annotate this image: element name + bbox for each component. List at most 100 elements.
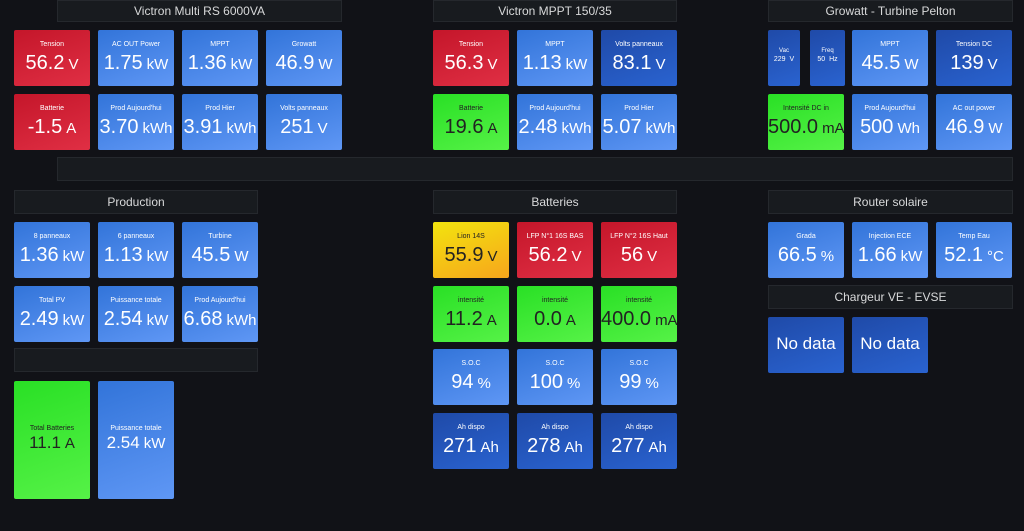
unit-text: W [904, 56, 919, 73]
tile-value: 55.9 V [433, 244, 509, 267]
value-text: 1.36 [19, 244, 59, 266]
value-text: 1.13 [522, 52, 562, 74]
tile-value: 45.5 W [182, 244, 258, 267]
value-text: 2.54 [106, 433, 140, 452]
value-text: 56 [620, 244, 644, 266]
value-text: 2.49 [19, 308, 59, 330]
value-text: 271 [443, 435, 477, 457]
unit-text: Wh [897, 120, 920, 137]
tile-label: Batterie [458, 105, 484, 112]
stat-tile: LFP N°1 16S BAS 56.2 V [517, 222, 593, 278]
stat-tile: Lion 14S 55.9 V [433, 222, 509, 278]
tile-label: Growatt [291, 41, 317, 48]
value-text: 19.6 [444, 116, 484, 138]
unit-text: Hz [829, 56, 838, 63]
unit-text: Ah [480, 439, 499, 456]
value-text: 56.2 [25, 52, 65, 74]
tile-value: 1.13 kW [517, 52, 593, 75]
tile-label: Tension [39, 41, 65, 48]
tile-label: Batterie [39, 105, 65, 112]
panel-header: Production [14, 190, 258, 214]
value-text: 46.9 [275, 52, 315, 74]
unit-text: kW [62, 312, 85, 329]
tile-value: No data [852, 334, 928, 354]
unit-text: kWh [561, 120, 592, 137]
value-text: 100 [529, 371, 564, 393]
value-text: 229 [773, 56, 786, 63]
tile-label: intensité [625, 297, 653, 304]
tile-value: 500 Wh [852, 116, 928, 139]
tile-label: intensité [457, 297, 485, 304]
tile-label: LFP N°1 16S BAS [526, 233, 584, 240]
value-text: 500.0 [768, 116, 819, 138]
stat-tile: Total Batteries 11.1 A [14, 381, 90, 499]
panel-header: Victron MPPT 150/35 [433, 0, 677, 22]
stat-tile: Volts panneaux 83.1 V [601, 30, 677, 86]
stat-tile: Tension 56.2 V [14, 30, 90, 86]
stat-tile: No data [852, 317, 928, 373]
tile-label: Ah dispo [541, 424, 569, 431]
tile-value: 500.0 mA [768, 116, 844, 139]
tile-value: 251 V [266, 116, 342, 139]
stat-tile: Freq 50 Hz [810, 30, 845, 86]
tile-label: Tension DC [955, 41, 993, 48]
tile-value: 3.70 kWh [98, 116, 174, 139]
tile-label: Lion 14S [457, 233, 485, 240]
unit-text: V [655, 56, 666, 73]
tile-label: Total Batteries [29, 425, 75, 432]
unit-text: % [820, 248, 835, 265]
stat-tile: Growatt 46.9 W [266, 30, 342, 86]
tile-label: AC OUT Power [111, 41, 161, 48]
tile-value: 139 V [936, 52, 1012, 75]
value-text: 66.5 [777, 244, 817, 266]
panel-header: Victron Multi RS 6000VA [57, 0, 342, 22]
stat-tile: Puissance totale 2.54 kW [98, 381, 174, 499]
value-text: 83.1 [612, 52, 652, 74]
value-text: 99 [619, 371, 642, 393]
stat-tile: Prod Hier 5.07 kWh [601, 94, 677, 150]
tile-label: Ah dispo [457, 424, 485, 431]
unit-text: V [647, 248, 658, 265]
unit-text: mA [655, 312, 677, 329]
value-text: 500 [860, 116, 894, 138]
tile-label: Prod Aujourd'hui [864, 105, 916, 112]
value-text: 3.70 [99, 116, 139, 138]
value-text: 56.2 [528, 244, 568, 266]
stat-tile: AC out power 46.9 W [936, 94, 1012, 150]
tile-label: Prod Aujourd'hui [194, 297, 246, 304]
tile-value: 5.07 kWh [601, 116, 677, 139]
value-text: 6.68 [183, 308, 223, 330]
stat-tile: No data [768, 317, 844, 373]
value-text: -1.5 [27, 116, 63, 138]
stat-tile: Ah dispo 271 Ah [433, 413, 509, 469]
tile-label: S.O.C [461, 360, 481, 367]
tile-value: 56 V [601, 244, 677, 267]
value-text: 2.54 [103, 308, 143, 330]
unit-text: A [486, 312, 497, 329]
tile-value: 1.36 kW [14, 244, 90, 267]
tile-label: S.O.C [545, 360, 565, 367]
tile-value: 56.2 V [517, 244, 593, 267]
unit-text: V [987, 56, 998, 73]
tile-value: 2.48 kWh [517, 116, 593, 139]
tile-label: Prod Aujourd'hui [529, 105, 581, 112]
value-text: No data [776, 334, 836, 353]
stat-tile: Prod Hier 3.91 kWh [182, 94, 258, 150]
tile-value: 1.36 kW [182, 52, 258, 75]
tile-value: 83.1 V [601, 52, 677, 75]
tile-value: 94% [433, 371, 509, 394]
tile-label: Puissance totale [110, 297, 162, 304]
unit-text: Ah [564, 439, 583, 456]
value-text: 277 [611, 435, 645, 457]
stat-tile: MPPT 1.13 kW [517, 30, 593, 86]
stat-tile: S.O.C 94% [433, 349, 509, 405]
value-text: 1.36 [187, 52, 227, 74]
tile-label: Grada [796, 233, 816, 240]
stat-tile: Prod Aujourd'hui 3.70 kWh [98, 94, 174, 150]
unit-text: V [571, 248, 582, 265]
tile-label: MPPT [545, 41, 565, 48]
unit-text: mA [822, 120, 844, 137]
tile-value: 46.9 W [266, 52, 342, 75]
tile-label: 6 panneaux [117, 233, 155, 240]
